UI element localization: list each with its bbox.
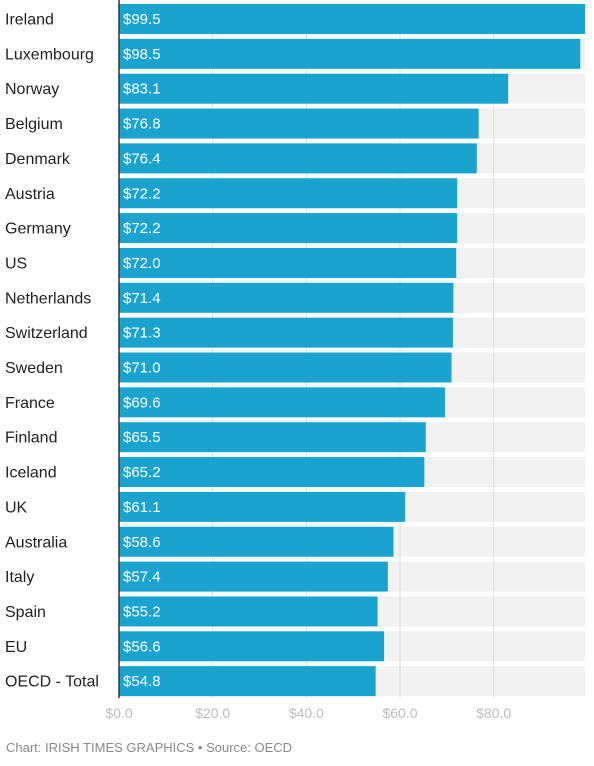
bar xyxy=(119,561,388,592)
bar xyxy=(119,38,581,69)
bar xyxy=(119,631,385,662)
category-label: Finland xyxy=(5,430,57,447)
bar xyxy=(119,457,425,488)
bar xyxy=(119,73,509,104)
category-label: Germany xyxy=(5,221,71,238)
bar xyxy=(119,282,454,313)
x-tick-label: $20.0 xyxy=(195,705,230,721)
category-label: Switzerland xyxy=(5,325,88,342)
category-label: OECD - Total xyxy=(5,674,99,691)
bar xyxy=(119,387,445,418)
bar xyxy=(119,4,585,34)
category-label: UK xyxy=(5,499,28,516)
gridlines xyxy=(212,4,495,699)
category-label: Belgium xyxy=(5,116,63,133)
bar xyxy=(119,666,376,697)
value-label: $69.6 xyxy=(123,394,161,411)
value-label: $76.8 xyxy=(123,116,161,133)
category-label: Sweden xyxy=(5,360,63,377)
x-tick-label: $40.0 xyxy=(289,705,324,721)
bar xyxy=(119,596,378,627)
x-tick-label: $80.0 xyxy=(476,705,511,721)
value-label: $98.5 xyxy=(123,46,161,63)
value-label: $72.2 xyxy=(123,185,161,202)
bar xyxy=(119,143,477,174)
x-tick-label: $60.0 xyxy=(382,705,417,721)
value-label: $61.1 xyxy=(123,499,161,516)
category-label: Netherlands xyxy=(5,290,91,307)
value-label: $71.3 xyxy=(123,325,161,342)
category-label: France xyxy=(5,395,55,412)
value-label: $72.2 xyxy=(123,220,161,237)
x-tick-label: $0.0 xyxy=(105,705,132,721)
value-labels: $99.5 $98.5 $83.1 $76.8 $76.4 $72.2 $72.2 $72.0… xyxy=(123,11,161,690)
bar xyxy=(119,108,479,139)
category-label: Luxembourg xyxy=(5,46,94,63)
category-label: Austria xyxy=(5,186,55,203)
bar xyxy=(119,352,452,383)
bar xyxy=(119,491,406,522)
bars xyxy=(119,4,585,697)
chart-credit: Chart: IRISH TIMES GRAPHICS • Source: OE… xyxy=(6,740,293,755)
bar xyxy=(119,422,426,453)
bar xyxy=(119,317,453,348)
category-label: Norway xyxy=(5,81,59,98)
category-label: Australia xyxy=(5,534,67,551)
value-label: $72.0 xyxy=(123,255,161,272)
bar xyxy=(119,247,457,278)
value-label: $71.0 xyxy=(123,360,161,377)
value-label: $58.6 xyxy=(123,534,161,551)
category-label: Denmark xyxy=(5,151,71,168)
value-label: $56.6 xyxy=(123,638,161,655)
category-label: Italy xyxy=(5,569,34,586)
bar xyxy=(119,213,458,244)
bar xyxy=(119,526,394,557)
value-label: $65.5 xyxy=(123,429,161,446)
bar-tracks xyxy=(119,4,585,697)
bar xyxy=(119,178,458,209)
category-label: US xyxy=(5,255,27,272)
value-label: $54.8 xyxy=(123,673,161,690)
value-label: $71.4 xyxy=(123,290,161,307)
bar-chart: Ireland Luxembourg Norway Belgium Denmark Aus… xyxy=(5,0,585,721)
category-label: Ireland xyxy=(5,12,54,29)
category-label: Spain xyxy=(5,604,46,621)
value-label: $57.4 xyxy=(123,569,161,586)
value-label: $65.2 xyxy=(123,464,161,481)
category-label: Iceland xyxy=(5,465,57,482)
value-label: $99.5 xyxy=(123,11,161,28)
value-label: $76.4 xyxy=(123,150,161,167)
category-label: EU xyxy=(5,639,27,656)
category-labels: Ireland Luxembourg Norway Belgium Denmark Aus… xyxy=(5,12,99,691)
value-label: $55.2 xyxy=(123,603,161,620)
value-label: $83.1 xyxy=(123,81,161,98)
x-axis-ticks: $0.0 $20.0 $40.0 $60.0 $80.0 xyxy=(105,705,511,721)
